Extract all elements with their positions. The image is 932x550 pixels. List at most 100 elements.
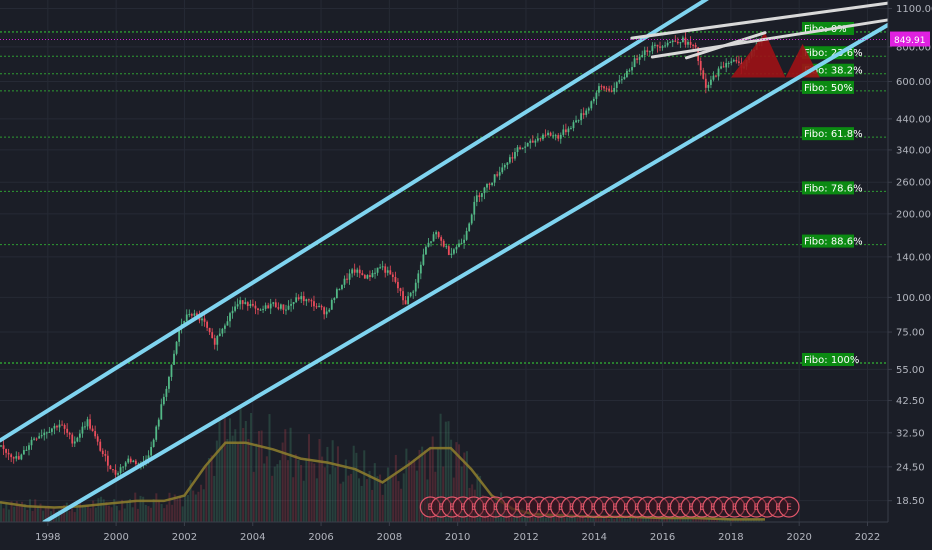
candle-body bbox=[363, 275, 366, 279]
candle-body bbox=[211, 332, 214, 339]
candle-body bbox=[590, 101, 593, 109]
volume-bar bbox=[594, 515, 597, 522]
candle-body bbox=[239, 300, 242, 305]
volume-bar bbox=[152, 499, 155, 522]
candle-body bbox=[203, 318, 206, 322]
candle-body bbox=[119, 467, 122, 474]
volume-bar bbox=[202, 489, 205, 522]
candle-body bbox=[40, 435, 43, 437]
x-tick-label-12: 2022 bbox=[855, 532, 880, 543]
candle-body bbox=[493, 174, 496, 183]
candle-body bbox=[221, 328, 224, 334]
volume-bar bbox=[271, 475, 274, 522]
candle-body bbox=[257, 308, 259, 311]
candle-body bbox=[600, 86, 603, 88]
event-marker-label: E bbox=[667, 503, 673, 513]
candle-body bbox=[137, 463, 140, 465]
volume-bar bbox=[18, 504, 21, 522]
candle-body bbox=[608, 88, 611, 91]
event-marker-label: E bbox=[786, 503, 792, 513]
candle-body bbox=[682, 37, 684, 43]
volume-bar bbox=[568, 517, 571, 522]
volume-bar bbox=[265, 456, 268, 522]
candle-body bbox=[570, 128, 572, 130]
candle-body bbox=[17, 456, 20, 460]
volume-bar bbox=[673, 518, 676, 522]
candle-body bbox=[618, 80, 621, 83]
volume-bar bbox=[71, 506, 74, 522]
fibo-label-bg-6 bbox=[802, 234, 854, 248]
candle-body bbox=[450, 253, 453, 255]
volume-bar bbox=[715, 519, 718, 522]
y-tick-label-2: 600.00 bbox=[896, 77, 931, 88]
candle-body bbox=[320, 305, 323, 308]
channel-line-0 bbox=[0, 0, 709, 443]
x-tick-label-6: 2010 bbox=[445, 532, 470, 543]
volume-bar bbox=[118, 510, 121, 522]
volume-bar bbox=[489, 501, 492, 522]
event-marker bbox=[756, 496, 778, 518]
event-marker-label: E bbox=[558, 503, 564, 513]
candle-body bbox=[562, 129, 565, 135]
volume-bar bbox=[494, 500, 497, 522]
candle-body bbox=[394, 276, 397, 282]
event-marker bbox=[528, 496, 550, 518]
volume-bar bbox=[668, 516, 671, 522]
y-tick-label-4: 340.00 bbox=[896, 145, 931, 156]
candle-body bbox=[244, 302, 247, 304]
candle-body bbox=[470, 214, 473, 224]
volume-bar bbox=[294, 454, 297, 522]
candle-body bbox=[598, 86, 600, 93]
volume-bar bbox=[600, 518, 603, 522]
candle-body bbox=[440, 237, 443, 241]
volume-bar bbox=[21, 501, 24, 522]
candle-body bbox=[28, 445, 30, 450]
event-marker-label: E bbox=[688, 503, 694, 513]
volume-bar bbox=[542, 514, 545, 522]
candle-body bbox=[267, 305, 270, 309]
volume-bar bbox=[555, 512, 558, 522]
event-marker bbox=[615, 496, 637, 518]
event-marker bbox=[571, 496, 594, 518]
volume-bar bbox=[365, 479, 368, 522]
volume-bar bbox=[579, 516, 582, 522]
volume-bar bbox=[379, 474, 382, 522]
volume-bar bbox=[586, 515, 590, 522]
candle-body bbox=[282, 304, 285, 310]
candle-body bbox=[521, 147, 524, 150]
volume-bar bbox=[744, 519, 747, 522]
volume-bar bbox=[242, 427, 245, 522]
candle-body bbox=[56, 425, 58, 428]
volume-bar bbox=[729, 519, 732, 522]
candle-body bbox=[488, 183, 491, 185]
candle-body bbox=[453, 249, 455, 254]
volume-bar bbox=[684, 516, 687, 522]
candle-body bbox=[272, 302, 275, 304]
candle-body bbox=[313, 301, 315, 307]
x-tick-label-4: 2006 bbox=[308, 532, 333, 543]
volume-bar bbox=[157, 499, 160, 522]
candle-body bbox=[468, 223, 471, 232]
candle-body bbox=[572, 122, 575, 129]
candle-body bbox=[577, 120, 580, 122]
volume-bar bbox=[81, 506, 84, 522]
candle-body bbox=[575, 120, 577, 123]
candle-body bbox=[73, 441, 76, 444]
candle-body bbox=[511, 157, 514, 159]
volume-bar bbox=[615, 517, 618, 522]
event-marker bbox=[539, 496, 561, 518]
volume-bar bbox=[429, 448, 432, 522]
candle-body bbox=[514, 152, 516, 159]
x-tick-label-0: 1998 bbox=[35, 532, 60, 543]
volume-bar bbox=[602, 515, 605, 522]
event-marker bbox=[419, 496, 441, 518]
candle-body bbox=[536, 138, 539, 141]
fibo-label-7: Fibo: 100% bbox=[804, 355, 859, 366]
candle-body bbox=[38, 436, 41, 439]
candle-body bbox=[704, 78, 707, 88]
candle-body bbox=[737, 61, 740, 63]
candle-body bbox=[134, 460, 137, 465]
candle-body bbox=[106, 455, 109, 466]
